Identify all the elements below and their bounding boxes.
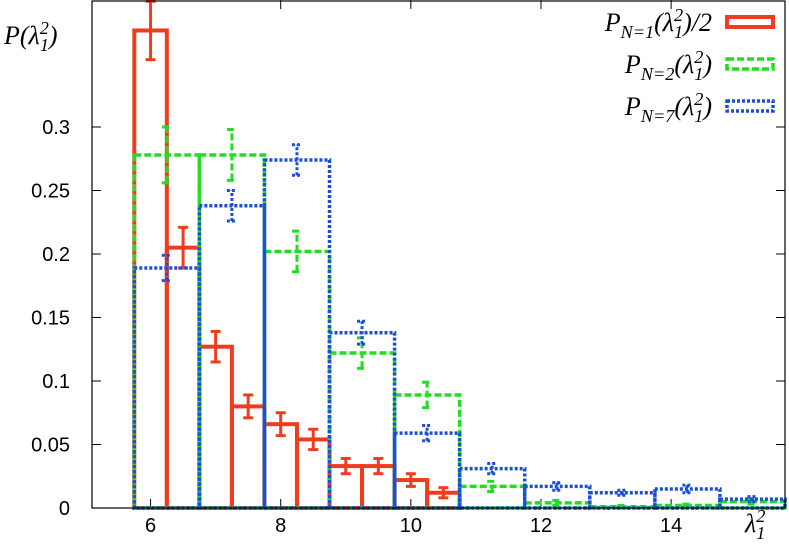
- error-bar: [552, 498, 563, 507]
- error-bar: [291, 143, 302, 177]
- x-tick-label: 8: [275, 515, 286, 537]
- y-tick-label: 0.15: [31, 308, 70, 330]
- error-bar: [161, 125, 172, 185]
- y-tick-label: 0.1: [42, 371, 70, 393]
- x-tick-label: 10: [400, 515, 422, 537]
- error-bar: [243, 393, 254, 420]
- error-bar: [373, 456, 384, 476]
- error-bar: [210, 329, 221, 364]
- error-bar: [682, 483, 693, 495]
- y-tick-label: 0.2: [42, 244, 70, 266]
- error-bar: [340, 456, 351, 476]
- y-tick-label: 0: [59, 498, 70, 520]
- x-axis-label: λ12​: [744, 506, 765, 543]
- legend-swatch: [725, 57, 775, 71]
- error-bar: [747, 495, 758, 504]
- histogram-bar: [197, 344, 234, 510]
- error-bar: [275, 411, 286, 438]
- error-bar: [552, 481, 563, 492]
- x-tick-label: 6: [145, 515, 156, 537]
- error-bar: [226, 189, 237, 223]
- error-bar: [405, 472, 416, 488]
- legend-swatch: [725, 15, 775, 29]
- x-tick-label: 14: [660, 515, 682, 537]
- histogram-bar: [164, 245, 202, 510]
- error-bar: [226, 128, 237, 182]
- legend-label: PN=7(λ12): [624, 89, 712, 126]
- error-bar: [487, 479, 498, 493]
- error-bar: [422, 423, 433, 443]
- plot-frame: [91, 0, 786, 509]
- x-tick-label: 12: [530, 515, 552, 537]
- error-bar: [487, 462, 498, 476]
- error-bar: [357, 319, 368, 346]
- error-bar: [422, 380, 433, 410]
- error-bar: [161, 253, 172, 283]
- error-bar: [617, 488, 628, 497]
- legend-label: PN=2(λ12): [624, 47, 712, 84]
- error-bar: [308, 427, 319, 452]
- error-bar: [438, 486, 449, 500]
- y-axis-label: P(λ12): [3, 18, 58, 55]
- legend-label: PN=1(λ12)/2: [604, 5, 712, 42]
- y-tick-label: 0.05: [31, 435, 70, 457]
- legend-swatch: [725, 99, 775, 113]
- y-tick-label: 0.3: [42, 117, 70, 139]
- histogram-bar: [229, 404, 267, 510]
- error-bar: [291, 229, 302, 274]
- y-tick-label: 0.25: [31, 181, 70, 203]
